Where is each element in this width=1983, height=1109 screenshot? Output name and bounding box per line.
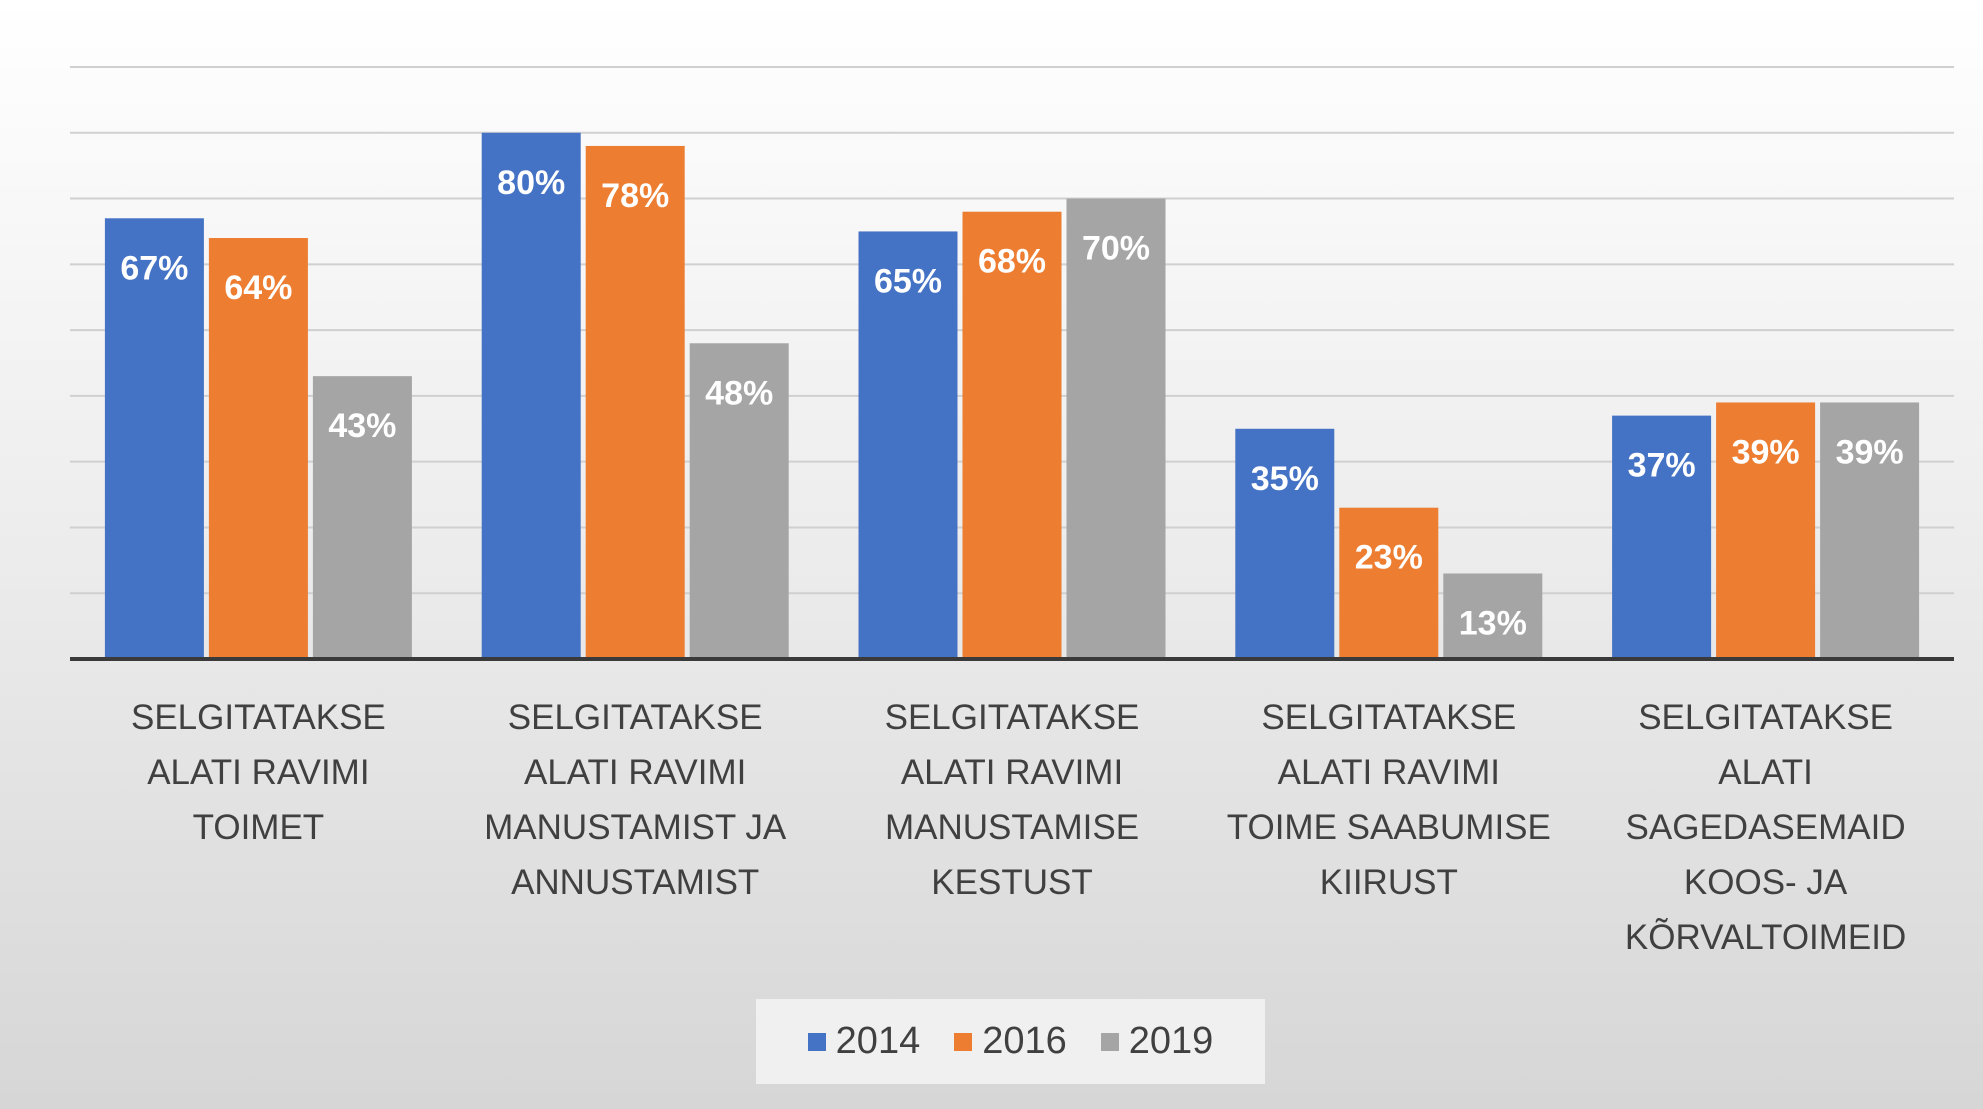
bar	[1443, 573, 1543, 659]
legend: 2014 2016 2019	[756, 999, 1265, 1084]
data-label: 23%	[1355, 539, 1423, 577]
bar	[104, 218, 204, 660]
data-label: 39%	[1732, 433, 1800, 471]
data-label: 80%	[497, 164, 565, 202]
data-label: 68%	[978, 243, 1046, 281]
data-label: 78%	[601, 177, 669, 215]
legend-entry: 2014	[807, 1020, 921, 1063]
data-label: 39%	[1836, 433, 1904, 471]
legend-entry: 2016	[954, 1020, 1067, 1063]
bar	[1716, 402, 1816, 659]
x-tick-label: SELGITATAKSE ALATI RAVIMI MANUSTAMIST JA…	[484, 698, 787, 902]
data-label: 67%	[120, 249, 188, 287]
legend-swatch	[807, 1032, 826, 1051]
x-tick-label: SELGITATAKSE ALATI RAVIMI MANUSTAMISE KE…	[884, 698, 1140, 902]
bar	[689, 343, 789, 659]
legend-swatch	[954, 1032, 973, 1051]
data-label: 64%	[224, 269, 292, 307]
legend-label: 2019	[1128, 1020, 1214, 1062]
data-label: 35%	[1251, 460, 1319, 498]
bar	[585, 145, 685, 659]
data-label: 70%	[1082, 230, 1150, 268]
legend-swatch	[1100, 1032, 1119, 1051]
data-label: 37%	[1628, 447, 1696, 485]
bar	[1339, 507, 1439, 659]
bar	[208, 238, 308, 659]
bar	[962, 211, 1062, 659]
data-label: 65%	[874, 262, 942, 300]
bar	[312, 376, 412, 659]
data-label: 48%	[705, 374, 773, 412]
x-tick-label: SELGITATAKSE ALATI RAVIMI TOIME SAABUMIS…	[1226, 698, 1551, 902]
bar	[481, 132, 581, 659]
bar	[1612, 415, 1712, 659]
data-label: 43%	[328, 407, 396, 445]
bar	[1820, 402, 1920, 659]
legend-label: 2016	[982, 1020, 1067, 1062]
bar	[1066, 198, 1166, 660]
x-tick-label: SELGITATAKSE ALATI RAVIMI TOIMET	[130, 698, 386, 847]
data-label: 13%	[1459, 604, 1527, 642]
x-tick-label: SELGITATAKSE ALATI SAGEDASEMAID KOOS- JA…	[1624, 698, 1907, 957]
bar	[858, 231, 958, 659]
legend-label: 2014	[835, 1020, 921, 1062]
bar	[1235, 428, 1335, 659]
legend-entry: 2019	[1100, 1020, 1214, 1063]
